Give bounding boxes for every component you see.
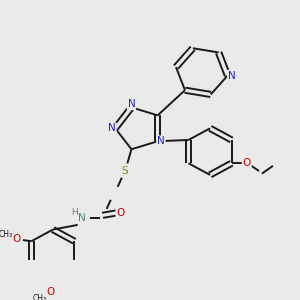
Text: O: O [46,287,54,297]
Text: O: O [12,234,20,244]
Text: N: N [128,99,135,109]
Text: S: S [121,166,128,176]
Text: CH₃: CH₃ [0,230,13,239]
Text: H: H [71,208,77,217]
Text: N: N [228,70,236,81]
Text: O: O [116,208,124,218]
Text: N: N [78,213,86,223]
Text: N: N [157,136,165,146]
Text: O: O [243,158,251,168]
Text: CH₃: CH₃ [33,294,47,300]
Text: N: N [108,123,116,133]
